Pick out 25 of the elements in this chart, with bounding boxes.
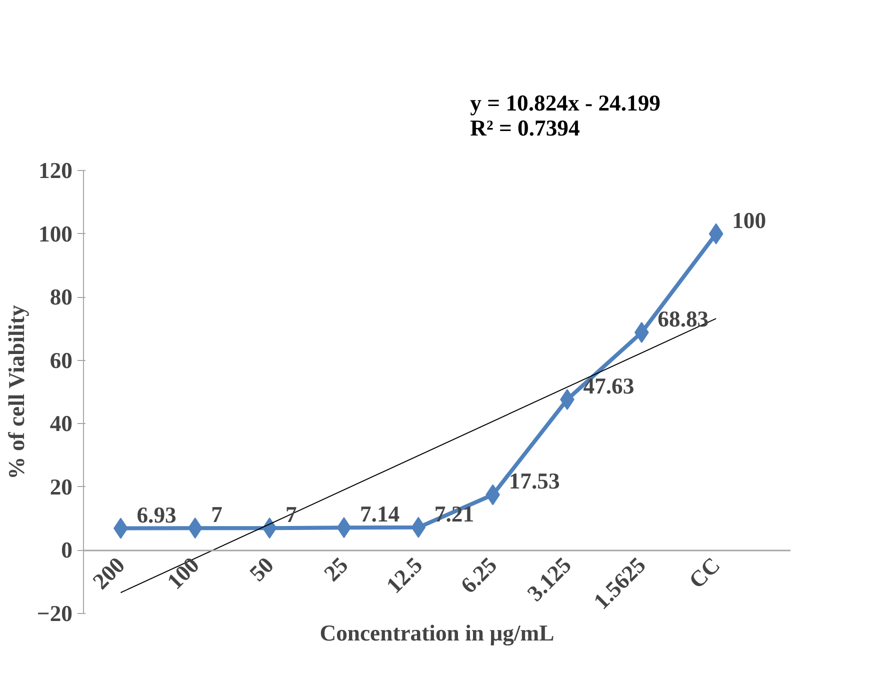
x-tick-label: 25 (319, 552, 353, 586)
x-tick-label: CC (684, 552, 725, 594)
y-tick-label: 60 (50, 348, 72, 373)
data-label: 47.63 (583, 374, 634, 398)
text: y = 10.824x - 24.199 R² = 0.7394 (470, 90, 661, 140)
y-tick-label: 100 (38, 221, 72, 246)
x-tick-label: 100 (162, 552, 204, 594)
y-tick-label: 80 (50, 284, 72, 310)
data-label: 100 (732, 208, 766, 233)
data-label: 7.14 (360, 502, 400, 527)
x-tick-label: 12.5 (382, 552, 428, 598)
x-axis-title: Concentration in µg/mL (320, 620, 554, 646)
x-tick-label: 6.25 (456, 552, 502, 598)
y-tick-label: 120 (38, 158, 72, 183)
x-tick-label: 50 (244, 552, 278, 586)
data-label: 7 (211, 502, 222, 528)
data-label: 17.53 (508, 468, 560, 494)
y-tick-label: 20 (50, 474, 72, 500)
y-tick-label: 0 (61, 538, 72, 563)
y-tick-label: −20 (36, 601, 73, 626)
data-label: 68.83 (658, 306, 709, 332)
y-axis-title: % of cell Viability (4, 304, 29, 480)
data-label: 6.93 (136, 502, 176, 528)
x-tick-label: 200 (88, 552, 130, 594)
y-tick-label: 40 (50, 411, 72, 436)
